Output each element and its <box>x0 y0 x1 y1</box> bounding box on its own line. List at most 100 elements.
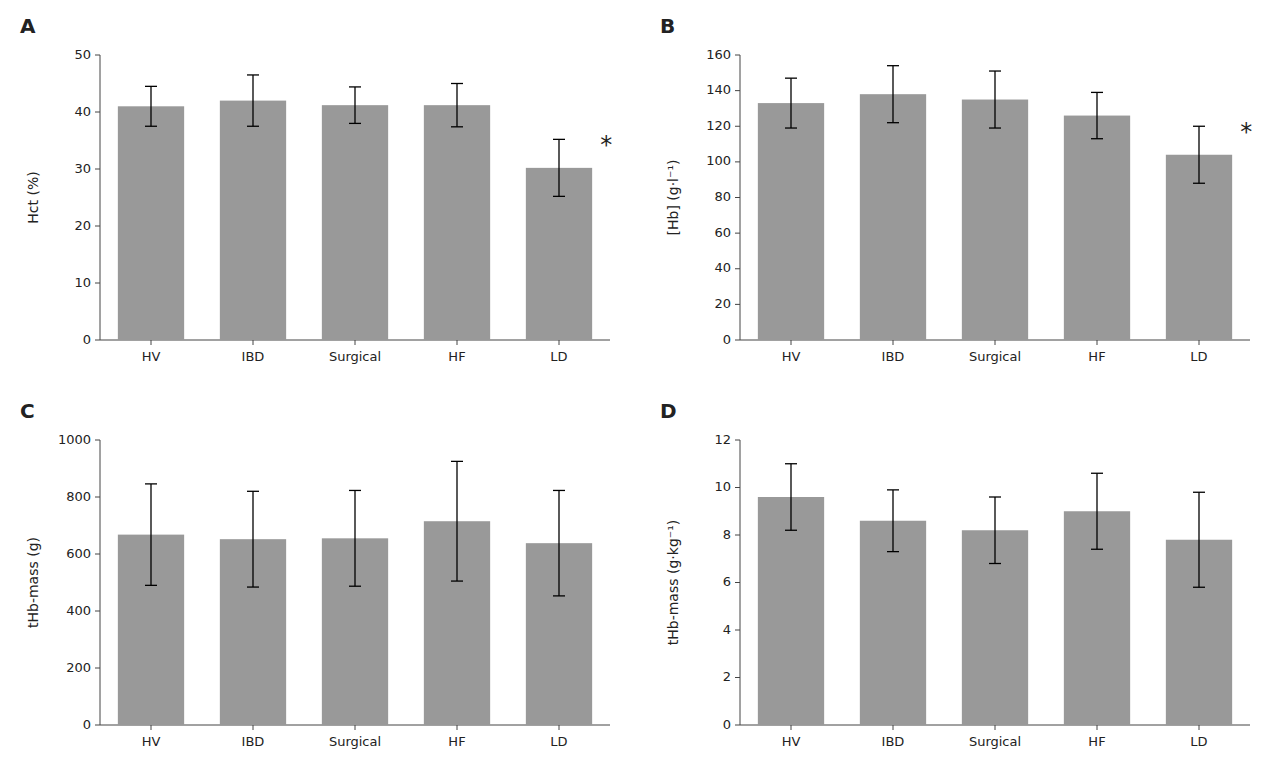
x-tick <box>995 725 996 730</box>
x-tick <box>457 340 458 345</box>
y-tick <box>735 535 740 536</box>
y-tick-label: 20 <box>74 218 91 233</box>
y-tick-label: 10 <box>714 479 731 494</box>
x-tick-label: IBD <box>882 734 905 749</box>
x-tick-label: IBD <box>882 349 905 364</box>
y-axis-label: tHb-mass (g) <box>25 537 41 628</box>
x-tick <box>559 340 560 345</box>
plot-area <box>118 461 592 725</box>
bar <box>1064 116 1130 340</box>
error-bar <box>553 139 565 196</box>
y-tick-label: 600 <box>66 546 91 561</box>
y-tick-label: 0 <box>83 717 91 732</box>
x-tick <box>995 340 996 345</box>
y-tick <box>95 725 100 726</box>
error-bar <box>989 497 1001 564</box>
error-bar <box>553 490 565 595</box>
x-tick-label: HV <box>782 734 801 749</box>
x-tick <box>1199 725 1200 730</box>
y-tick-label: 200 <box>66 660 91 675</box>
x-tick <box>253 340 254 345</box>
panel: B020406080100120140160[Hb] (g·l⁻¹)HVIBDS… <box>660 14 1252 364</box>
figure: A01020304050Hct (%)HVIBDSurgicalHFLD*B02… <box>0 0 1280 779</box>
y-tick <box>95 340 100 341</box>
error-bar <box>1193 492 1205 587</box>
x-tick-label: IBD <box>242 734 265 749</box>
x-tick-label: HF <box>448 734 465 749</box>
y-tick <box>95 611 100 612</box>
bar <box>758 103 824 340</box>
x-tick-label: LD <box>550 734 567 749</box>
y-tick <box>735 725 740 726</box>
y-tick <box>735 126 740 127</box>
y-tick <box>735 582 740 583</box>
panel: A01020304050Hct (%)HVIBDSurgicalHFLD* <box>20 14 612 364</box>
x-tick <box>151 725 152 730</box>
error-bar <box>887 490 899 552</box>
x-tick-label: HF <box>448 349 465 364</box>
x-tick <box>1199 340 1200 345</box>
y-tick-label: 2 <box>723 669 731 684</box>
error-bar <box>451 84 463 127</box>
error-bar <box>785 464 797 531</box>
y-tick-label: 0 <box>723 332 731 347</box>
y-axis <box>740 440 741 725</box>
error-bar <box>349 490 361 586</box>
y-tick <box>95 497 100 498</box>
x-tick <box>1097 725 1098 730</box>
y-tick <box>735 197 740 198</box>
x-tick <box>1097 340 1098 345</box>
y-tick <box>735 677 740 678</box>
bar <box>220 101 286 340</box>
y-tick-label: 120 <box>706 118 731 133</box>
error-bar <box>145 484 157 585</box>
bar <box>860 521 926 725</box>
y-axis-label: Hct (%) <box>25 171 41 223</box>
x-tick <box>791 725 792 730</box>
error-bar <box>247 491 259 587</box>
panel: D024681012tHb-mass (g·kg⁻¹)HVIBDSurgical… <box>660 399 1250 749</box>
y-tick-label: 30 <box>74 161 91 176</box>
y-tick-label: 80 <box>714 189 731 204</box>
x-tick-label: HV <box>782 349 801 364</box>
error-bar <box>887 66 899 123</box>
error-bar <box>451 461 463 581</box>
error-bar <box>1091 473 1103 549</box>
x-tick-label: Surgical <box>329 349 381 364</box>
y-tick <box>95 169 100 170</box>
bar <box>962 100 1028 340</box>
error-bar <box>989 71 1001 128</box>
y-tick-label: 160 <box>706 47 731 62</box>
y-tick-label: 0 <box>723 717 731 732</box>
x-tick <box>355 340 356 345</box>
x-tick <box>791 340 792 345</box>
y-tick <box>735 304 740 305</box>
error-bar <box>1193 126 1205 183</box>
x-tick <box>893 725 894 730</box>
y-tick-label: 140 <box>706 82 731 97</box>
bar <box>118 106 184 340</box>
x-tick-label: HF <box>1088 349 1105 364</box>
x-tick-label: Surgical <box>969 349 1021 364</box>
y-tick <box>735 340 740 341</box>
y-axis <box>100 440 101 725</box>
x-tick-label: LD <box>550 349 567 364</box>
y-tick-label: 800 <box>66 489 91 504</box>
y-tick-label: 4 <box>723 622 731 637</box>
y-tick-label: 40 <box>74 104 91 119</box>
bar <box>424 105 490 340</box>
panel: C02004006008001000tHb-mass (g)HVIBDSurgi… <box>20 399 610 749</box>
y-tick <box>95 55 100 56</box>
y-axis <box>740 55 741 340</box>
annotation: * <box>600 131 612 159</box>
y-tick <box>95 283 100 284</box>
x-tick-label: LD <box>1190 734 1207 749</box>
y-tick <box>735 440 740 441</box>
error-bar <box>785 78 797 128</box>
x-tick-label: LD <box>1190 349 1207 364</box>
error-bar <box>145 86 157 126</box>
y-tick <box>735 630 740 631</box>
panel-label: C <box>20 399 35 423</box>
error-bar <box>247 75 259 126</box>
y-tick <box>735 487 740 488</box>
